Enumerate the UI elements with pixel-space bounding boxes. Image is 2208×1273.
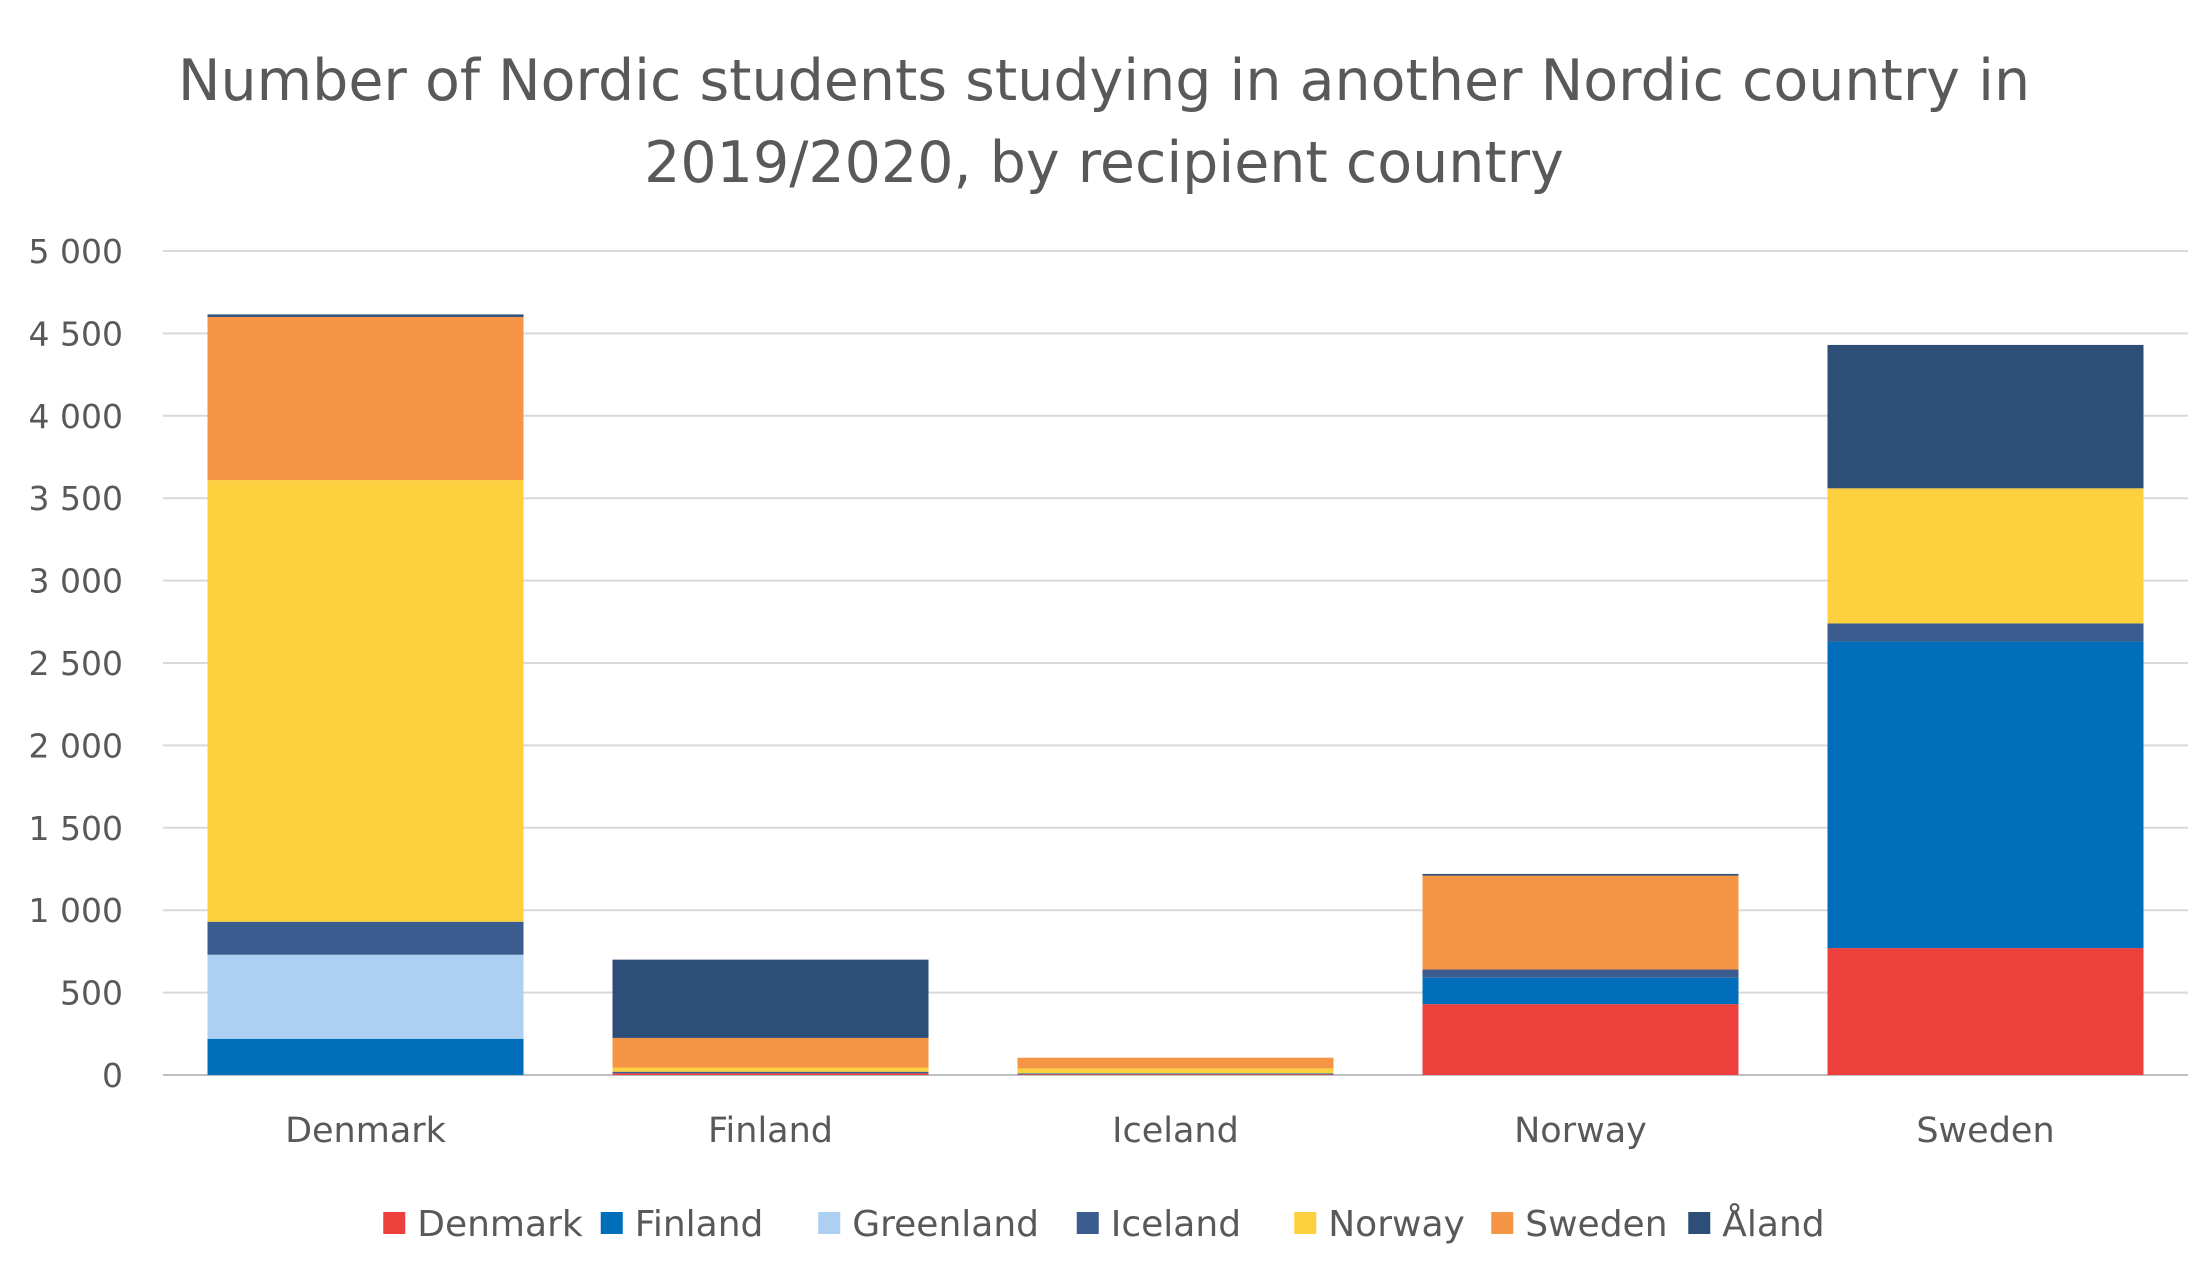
x-tick-label: Finland — [708, 1111, 833, 1151]
bar-segment — [1422, 873, 1739, 876]
y-tick-label: 2 000 — [29, 726, 123, 765]
x-tick-label: Sweden — [1916, 1111, 2054, 1151]
bar-segment — [207, 480, 524, 922]
bar-segment — [1422, 1004, 1739, 1075]
y-tick-label: 3 000 — [29, 562, 123, 601]
legend-swatch — [600, 1212, 623, 1234]
x-tick-label: Iceland — [1112, 1111, 1239, 1151]
bar-segment — [1827, 488, 2144, 624]
chart-title-line-1: Number of Nordic students studying in an… — [177, 48, 2031, 114]
bar-segment — [207, 921, 524, 955]
legend-label: Denmark — [417, 1204, 583, 1245]
bar-segment — [612, 1073, 929, 1075]
bar-segment — [207, 1038, 524, 1075]
legend-swatch — [383, 1212, 406, 1234]
bar-segment — [1422, 969, 1739, 978]
bar-segment — [612, 1071, 929, 1074]
x-tick-label: Denmark — [285, 1111, 447, 1151]
bar-segment — [207, 314, 524, 317]
legend-label: Norway — [1328, 1204, 1465, 1245]
bar-segment — [1827, 948, 2144, 1075]
bar-segment — [1827, 344, 2144, 489]
bar-segment — [1017, 1074, 1334, 1075]
y-tick-label: 0 — [102, 1056, 123, 1095]
legend-label: Finland — [635, 1204, 764, 1245]
legend-swatch — [1294, 1212, 1317, 1234]
bar-segment — [1017, 1073, 1334, 1075]
y-tick-label: 1 000 — [29, 891, 123, 930]
y-tick-label: 5 000 — [29, 232, 123, 271]
legend-swatch — [1491, 1212, 1514, 1234]
legend-swatch — [1688, 1212, 1711, 1234]
y-tick-label: 4 000 — [29, 397, 123, 436]
y-tick-label: 4 500 — [29, 314, 123, 353]
legend-label: Sweden — [1525, 1204, 1667, 1245]
y-tick-label: 2 500 — [29, 644, 123, 683]
bar-segment — [1017, 1068, 1334, 1074]
x-tick-label: Norway — [1514, 1111, 1647, 1151]
bar-segment — [1827, 641, 2144, 949]
chart-title-line-2: 2019/2020, by recipient country — [644, 130, 1564, 196]
bar-segment — [612, 1067, 929, 1072]
legend-label: Greenland — [852, 1204, 1039, 1245]
legend-label: Iceland — [1111, 1204, 1241, 1245]
bar-segment — [612, 1037, 929, 1068]
bar-segment — [207, 954, 524, 1039]
bar-segment — [207, 316, 524, 481]
bar-segment — [1422, 875, 1739, 970]
bar-segment — [1422, 977, 1739, 1005]
bar-segment — [1827, 623, 2144, 642]
y-tick-label: 3 500 — [29, 479, 123, 518]
chart-title: Number of Nordic students studying in an… — [0, 40, 2208, 204]
y-tick-label: 1 500 — [29, 809, 123, 848]
legend-swatch — [1076, 1212, 1099, 1234]
legend-label: Åland — [1722, 1202, 1824, 1245]
legend-swatch — [818, 1212, 841, 1234]
bar-segment — [1017, 1057, 1334, 1069]
y-tick-label: 500 — [60, 974, 123, 1013]
bar-segment — [612, 959, 929, 1038]
